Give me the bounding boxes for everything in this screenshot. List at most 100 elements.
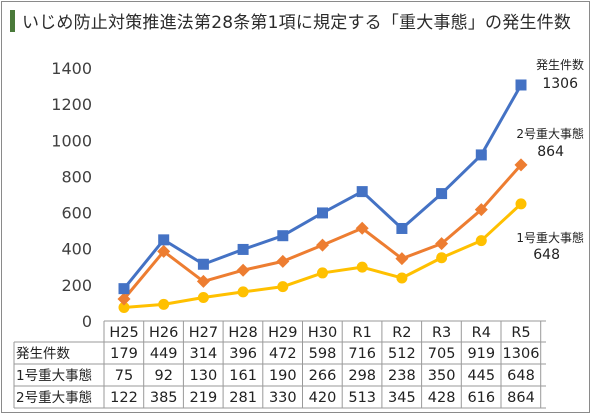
table-cell: 179 [110,346,138,362]
chart-title: いじめ防止対策推進法第28条第1項に規定する「重大事態」の発生件数 [22,13,572,33]
x-tick-label: R2 [392,325,411,341]
y-tick-label: 600 [61,204,92,223]
table-cell: 445 [467,368,495,384]
y-tick-label: 1200 [51,95,92,114]
annotation-value: 648 [533,247,560,263]
x-tick-label: H28 [228,325,257,341]
x-tick-label: H30 [308,325,337,341]
data-point-circle [237,286,249,298]
table-cell: 298 [348,368,376,384]
y-tick-label: 400 [61,240,92,259]
data-point-square [277,230,289,242]
data-point-square [118,283,130,295]
data-point-circle [197,292,209,304]
y-tick-label: 800 [61,167,92,186]
data-point-circle [436,252,448,264]
table-cell: 130 [190,368,218,384]
data-point-square [237,243,249,255]
data-point-square [317,207,328,219]
data-point-diamond [196,274,210,288]
data-point-square [396,222,408,234]
table-row-label: 発生件数 [16,346,70,362]
data-point-square [475,149,487,161]
table-cell: 190 [269,368,297,384]
x-tick-label: H26 [149,325,178,341]
x-tick-label: R3 [432,325,451,341]
data-point-square [515,79,527,91]
table-cell: 513 [348,390,376,406]
table-cell: 919 [467,346,495,362]
data-point-circle [356,261,368,273]
data-point-circle [515,198,527,210]
title-accent-bar [10,10,15,32]
table-cell: 396 [229,346,257,362]
table-cell: 449 [150,346,178,362]
table-cell: 716 [348,346,376,362]
data-point-diamond [395,252,409,266]
y-tick-label: 1400 [51,59,92,78]
table-cell: 648 [507,368,535,384]
x-tick-label: H25 [109,325,138,341]
series-line [122,163,523,300]
data-point-circle [118,301,130,313]
data-point-diamond [435,237,449,251]
table-cell: 616 [467,390,495,406]
data-point-diamond [157,244,171,258]
x-tick-label: R1 [353,325,372,341]
table-cell: 75 [115,368,133,384]
annotation-value: 864 [537,144,564,160]
table-cell: 92 [154,368,172,384]
x-tick-label: H27 [189,325,218,341]
annotation-label: 発生件数 [536,57,584,72]
y-tick-label: 200 [61,276,92,295]
data-point-diamond [236,263,250,277]
table-cell: 330 [269,390,297,406]
table-cell: 350 [428,368,456,384]
data-point-square [356,186,368,198]
table-cell: 219 [190,390,218,406]
table-cell: 345 [388,390,416,406]
table-cell: 385 [150,390,178,406]
table-cell: 420 [309,390,337,406]
y-tick-label: 1000 [51,131,92,150]
table-cell: 428 [428,390,456,406]
table-cell: 238 [388,368,416,384]
table-cell: 598 [309,346,337,362]
table-cell: 864 [507,390,535,406]
x-tick-label: R4 [472,325,491,341]
data-point-square [197,258,209,270]
data-point-diamond [514,158,528,172]
annotation-label: 1号重大事態 [516,230,584,245]
table-cell: 472 [269,346,297,362]
annotation-value: 1306 [542,76,578,92]
table-row-label: 1号重大事態 [16,368,92,384]
table-cell: 161 [229,368,257,384]
table-cell: 705 [428,346,456,362]
series-line [123,202,523,309]
x-tick-label: H29 [268,325,297,341]
table-cell: 512 [388,346,416,362]
data-point-diamond [355,221,369,235]
table-cell: 122 [110,390,138,406]
data-point-square [436,188,448,200]
data-point-diamond [316,238,329,252]
data-point-circle [317,267,328,279]
table-cell: 314 [190,346,218,362]
data-point-circle [277,281,289,293]
table-cell: 266 [309,368,337,384]
annotation-label: 2号重大事態 [516,126,584,141]
table-row-label: 2号重大事態 [16,390,92,406]
data-point-diamond [117,292,131,306]
data-point-circle [396,272,408,284]
y-tick-label: 0 [82,312,92,331]
data-point-circle [158,298,170,310]
data-point-diamond [474,203,488,217]
data-point-square [158,234,170,246]
table-cell: 1306 [503,346,540,362]
data-point-diamond [276,254,290,268]
x-tick-label: R5 [511,325,530,341]
data-point-circle [475,235,487,247]
series-line [122,84,523,290]
